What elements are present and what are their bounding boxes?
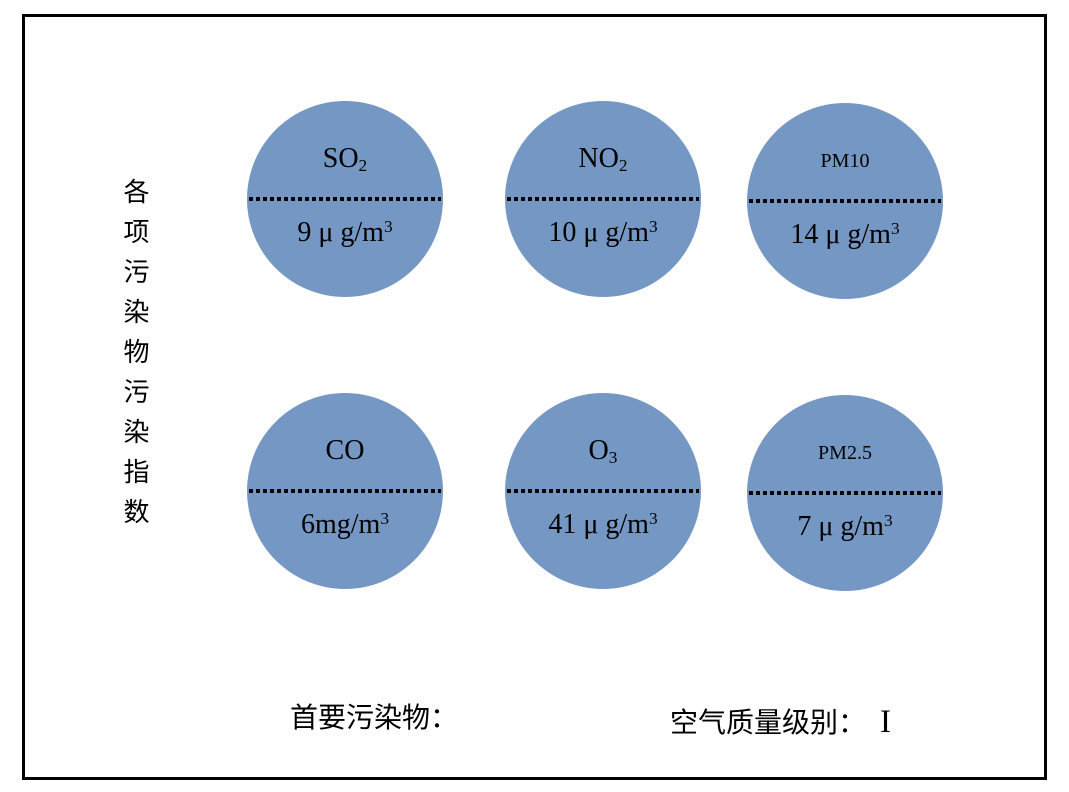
pollutant-value-superscript: 3 bbox=[648, 216, 658, 236]
pollutant-value-superscript: 3 bbox=[383, 216, 393, 236]
dotted-divider-line bbox=[248, 489, 442, 493]
pollutant-name-subscript: 2 bbox=[358, 156, 368, 176]
pollutant-circle-o3: O3 41 μ g/m3 bbox=[505, 393, 701, 589]
pollutant-value-base: 7 μ g/m bbox=[797, 511, 884, 543]
pollutant-circle-pm25: PM2.5 7 μ g/m3 bbox=[747, 395, 943, 591]
air-quality-value: I bbox=[880, 704, 892, 740]
air-quality-level: 空气质量级别： I bbox=[670, 704, 891, 740]
primary-pollutant-label: 首要污染物： bbox=[290, 703, 459, 734]
pollutant-name-base: CO bbox=[325, 434, 365, 466]
pollutant-value-co: 6mg/m3 bbox=[247, 508, 443, 541]
pollutant-name-so2: SO2 bbox=[247, 142, 443, 176]
pollutant-name-pm25: PM2.5 bbox=[747, 443, 943, 463]
pollutant-value-base: 14 μ g/m bbox=[790, 219, 891, 251]
pollutant-name-base: NO bbox=[578, 142, 619, 174]
pollutant-value-base: 41 μ g/m bbox=[548, 509, 649, 541]
air-quality-label: 空气质量级别： bbox=[670, 708, 867, 739]
pollutant-value-base: 6mg/m bbox=[300, 509, 381, 541]
pollutant-name-o3: O3 bbox=[505, 434, 701, 468]
pollutant-value-superscript: 3 bbox=[890, 218, 900, 238]
pollutant-name-base: O bbox=[588, 434, 609, 466]
pollutant-name-base: SO bbox=[322, 142, 359, 174]
dotted-divider-line bbox=[248, 197, 442, 201]
pollutant-name-base: PM2.5 bbox=[818, 441, 872, 464]
pollutant-name-subscript: 3 bbox=[608, 448, 618, 468]
pollutant-value-superscript: 3 bbox=[883, 510, 893, 530]
pollutant-name-pm10: PM10 bbox=[747, 151, 943, 171]
pollutant-value-no2: 10 μ g/m3 bbox=[505, 216, 701, 249]
dotted-divider-line bbox=[506, 197, 700, 201]
pollutant-name-no2: NO2 bbox=[505, 142, 701, 176]
pollutant-name-co: CO bbox=[247, 434, 443, 466]
pollutant-value-superscript: 3 bbox=[380, 508, 390, 528]
pollutant-value-superscript: 3 bbox=[648, 508, 658, 528]
pollutant-circle-so2: SO2 9 μ g/m3 bbox=[247, 101, 443, 297]
dotted-divider-line bbox=[506, 489, 700, 493]
pollutant-name-base: PM10 bbox=[820, 149, 870, 172]
pollutant-name-subscript: 2 bbox=[618, 156, 628, 176]
dotted-divider-line bbox=[748, 199, 942, 203]
pollutant-value-base: 10 μ g/m bbox=[548, 217, 649, 249]
pollutant-value-pm10: 14 μ g/m3 bbox=[747, 218, 943, 251]
figure-frame: 各项污染物污染指数 SO2 9 μ g/m3 NO2 10 μ g/m3 PM1… bbox=[22, 14, 1047, 780]
pollutant-circle-co: CO 6mg/m3 bbox=[247, 393, 443, 589]
pollutant-circle-no2: NO2 10 μ g/m3 bbox=[505, 101, 701, 297]
dotted-divider-line bbox=[748, 491, 942, 495]
pollutant-value-base: 9 μ g/m bbox=[297, 217, 384, 249]
pollutant-value-o3: 41 μ g/m3 bbox=[505, 508, 701, 541]
pollutant-circle-pm10: PM10 14 μ g/m3 bbox=[747, 103, 943, 299]
pollutant-value-so2: 9 μ g/m3 bbox=[247, 216, 443, 249]
pollutant-value-pm25: 7 μ g/m3 bbox=[747, 510, 943, 543]
vertical-axis-title: 各项污染物污染指数 bbox=[120, 178, 149, 538]
